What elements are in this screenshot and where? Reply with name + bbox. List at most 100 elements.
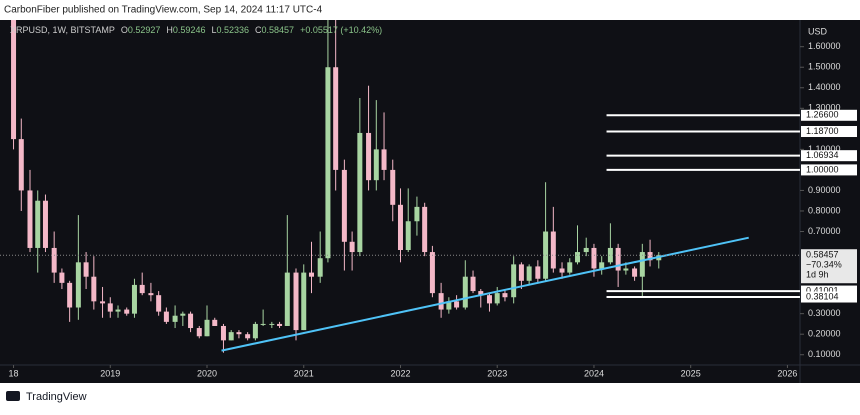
candle-body	[59, 272, 65, 283]
candle-body	[11, 20, 17, 140]
candle-body	[42, 200, 48, 248]
candle-body	[422, 206, 428, 253]
trendline	[221, 236, 749, 352]
candle-body	[245, 334, 251, 339]
candle-body	[414, 206, 420, 222]
legend-key: H	[166, 25, 173, 35]
candle-body	[526, 266, 532, 281]
candle-body	[75, 262, 81, 308]
candle-body	[462, 276, 468, 308]
candle-body	[228, 332, 234, 341]
currency: USD	[808, 26, 828, 36]
candle-body	[446, 301, 452, 310]
candle-body	[429, 252, 435, 294]
candle-body	[405, 221, 411, 250]
y-tick-label: 0.20000	[808, 329, 841, 339]
legend-symbol: XRPUSD, 1W, BITSTAMP	[10, 25, 115, 35]
candle-body	[115, 309, 121, 312]
candle-body	[494, 293, 500, 304]
candle-body	[156, 295, 162, 312]
y-tick-label: 1.30000	[808, 103, 841, 113]
candle-body	[502, 293, 508, 298]
candle-body	[647, 252, 653, 261]
x-tick-label: 2024	[584, 368, 604, 378]
candle-body	[511, 264, 517, 298]
footer-logo: TradingView	[6, 391, 87, 403]
candle-body	[366, 132, 372, 181]
candle-body	[438, 293, 444, 310]
legend-key: O	[121, 25, 128, 35]
y-tick-label: 0.10000	[808, 349, 841, 359]
x-tick-label: 2022	[390, 368, 410, 378]
last-price-label: 0.58457	[806, 250, 839, 260]
y-tick-label: 1.10000	[808, 144, 841, 154]
chart-background	[0, 20, 860, 383]
candle-body	[67, 282, 73, 308]
candle-body	[51, 247, 57, 273]
candle-body	[91, 276, 97, 302]
candle-body	[397, 204, 403, 250]
candle-body	[550, 231, 556, 269]
candle-body	[124, 309, 130, 314]
candle-body	[83, 262, 89, 277]
candle-body	[220, 325, 226, 341]
candle-body	[293, 272, 299, 331]
x-tick-label: 2020	[197, 368, 217, 378]
level-label-box	[801, 291, 857, 303]
candle-body	[27, 190, 33, 248]
candle-body	[607, 247, 613, 263]
candle-body	[284, 272, 290, 326]
x-tick-label: 2026	[777, 368, 797, 378]
candle-body	[107, 303, 113, 312]
candle-body	[583, 247, 589, 253]
candle-body	[308, 272, 314, 277]
x-tick-label: 18	[9, 368, 19, 378]
level-label: 1.06934	[806, 150, 839, 160]
level-label-box	[801, 109, 857, 121]
candle-body	[18, 139, 24, 191]
candle-body	[615, 247, 621, 271]
candle-body	[260, 323, 266, 325]
x-tick-label: 2023	[487, 368, 507, 378]
candle-body	[591, 247, 597, 269]
legend-change: +0.05517 (+10.42%)	[300, 25, 382, 35]
level-label: 1.00000	[806, 164, 839, 174]
candle-body	[478, 291, 484, 296]
legend-key: L	[211, 25, 216, 35]
footer-text: TradingView	[26, 391, 87, 403]
candle-body	[390, 169, 396, 205]
x-tick-label: 2019	[100, 368, 120, 378]
legend-key: C	[255, 25, 262, 35]
candle-body	[535, 266, 541, 279]
candle-body	[100, 301, 106, 304]
candle-body	[204, 319, 210, 337]
header-text: CarbonFiber published on TradingView.com…	[4, 5, 323, 16]
level-label: 1.26600	[806, 110, 839, 120]
candle-body	[543, 231, 549, 279]
candle-body	[236, 332, 242, 335]
candle-body	[470, 276, 476, 292]
candle-body	[567, 262, 573, 273]
candle-body	[599, 262, 605, 269]
candle-body	[163, 311, 169, 322]
candle-body	[639, 252, 645, 277]
y-tick-label: 1.60000	[808, 41, 841, 51]
last-price-countdown: 1d 9h	[806, 270, 829, 280]
y-tick-label: 0.70000	[808, 226, 841, 236]
x-tick-label: 2021	[294, 368, 314, 378]
candle-body	[301, 272, 307, 331]
level-label-box	[801, 164, 857, 176]
y-tick-label: 0.30000	[808, 308, 841, 318]
candle-body	[325, 67, 331, 259]
candle-body	[454, 301, 460, 308]
level-label: 0.38104	[806, 291, 839, 301]
level-label-box	[801, 150, 857, 162]
legend-value: 0.59246	[173, 25, 206, 35]
legend-value: 0.58457	[262, 25, 295, 35]
candle-body	[518, 264, 524, 281]
y-tick-label: 0.80000	[808, 205, 841, 215]
candle-body	[35, 200, 41, 248]
candle-body	[196, 328, 202, 337]
candle-body	[139, 284, 145, 294]
